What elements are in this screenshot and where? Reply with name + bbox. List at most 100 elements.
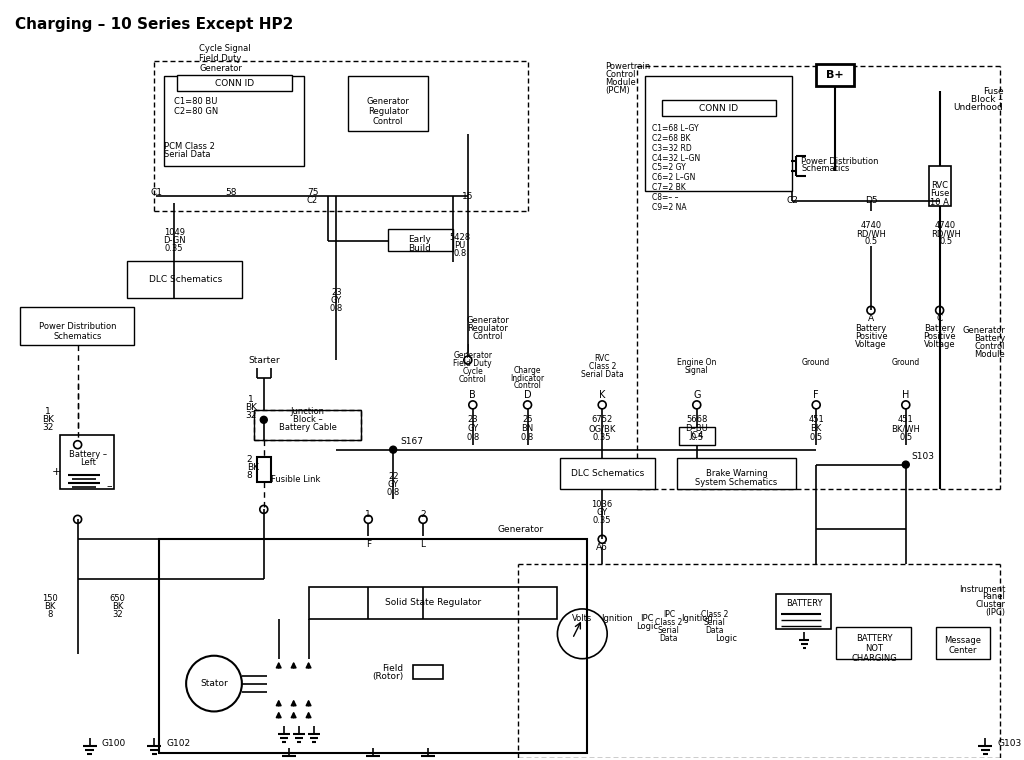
Text: Field: Field xyxy=(382,664,403,673)
Text: Control: Control xyxy=(459,375,486,384)
Text: B: B xyxy=(469,390,476,400)
Bar xyxy=(19,307,134,345)
Text: Charging – 10 Series Except HP2: Charging – 10 Series Except HP2 xyxy=(15,17,293,32)
Bar xyxy=(59,435,115,489)
Text: Voltage: Voltage xyxy=(855,340,887,349)
Text: Stator: Stator xyxy=(200,679,228,688)
Bar xyxy=(164,77,303,166)
Text: Battery –: Battery – xyxy=(69,450,106,459)
Text: 1049: 1049 xyxy=(164,228,184,237)
Text: F: F xyxy=(366,540,371,549)
Bar xyxy=(160,540,587,753)
Text: Regulator: Regulator xyxy=(467,324,508,333)
Text: 4740: 4740 xyxy=(935,221,956,230)
Text: H: H xyxy=(902,390,909,400)
Text: Fusible Link: Fusible Link xyxy=(270,475,321,484)
Text: C4=32 L–GN: C4=32 L–GN xyxy=(652,154,700,163)
Text: Control: Control xyxy=(373,117,403,125)
Text: Signal: Signal xyxy=(685,366,709,375)
Text: BK: BK xyxy=(245,404,257,413)
Text: GY: GY xyxy=(597,508,608,517)
Text: Generator: Generator xyxy=(466,315,509,325)
Text: Message: Message xyxy=(944,636,981,645)
Text: IPC: IPC xyxy=(663,610,675,619)
Text: Cluster: Cluster xyxy=(975,600,1006,610)
Text: D-GN: D-GN xyxy=(163,236,185,245)
Text: Fuse: Fuse xyxy=(930,189,949,198)
Bar xyxy=(837,627,910,659)
Text: Starter: Starter xyxy=(248,356,280,365)
Text: Voltage: Voltage xyxy=(924,340,955,349)
Bar xyxy=(127,261,242,299)
Text: Data: Data xyxy=(706,626,724,635)
Circle shape xyxy=(260,416,267,423)
Text: 1036: 1036 xyxy=(592,500,612,509)
Bar xyxy=(929,166,950,206)
Text: RVC: RVC xyxy=(595,353,610,363)
Text: D–BU: D–BU xyxy=(685,424,709,433)
Text: Block –: Block – xyxy=(293,415,323,424)
Text: G102: G102 xyxy=(166,739,190,748)
Text: G: G xyxy=(693,390,700,400)
Text: Module: Module xyxy=(605,78,636,87)
Text: BK: BK xyxy=(247,463,259,472)
Text: 0.5: 0.5 xyxy=(939,237,952,246)
Text: Generator: Generator xyxy=(199,64,242,73)
Text: 150: 150 xyxy=(42,594,57,603)
Text: +: + xyxy=(52,467,61,477)
Bar xyxy=(679,427,715,445)
Text: C7=2 BK: C7=2 BK xyxy=(652,183,686,192)
Text: S103: S103 xyxy=(911,452,935,461)
Text: Indicator: Indicator xyxy=(511,373,545,382)
Text: 1: 1 xyxy=(248,395,254,404)
Text: 2: 2 xyxy=(247,455,253,464)
Bar xyxy=(936,627,990,659)
Text: L: L xyxy=(421,540,426,549)
Text: JC4: JC4 xyxy=(689,431,705,440)
Text: GY: GY xyxy=(331,296,342,305)
Text: 1: 1 xyxy=(45,407,50,416)
Text: C: C xyxy=(937,314,943,323)
Text: Generator: Generator xyxy=(963,326,1006,334)
Text: C2=80 GN: C2=80 GN xyxy=(174,106,218,116)
Text: Schematics: Schematics xyxy=(53,331,101,340)
Text: Field Duty: Field Duty xyxy=(454,359,493,368)
Text: CHARGING: CHARGING xyxy=(851,654,897,663)
Text: CONN ID: CONN ID xyxy=(699,104,738,112)
Text: RD/WH: RD/WH xyxy=(931,230,961,238)
Text: Serial Data: Serial Data xyxy=(581,369,624,378)
Circle shape xyxy=(390,446,396,453)
Text: C2: C2 xyxy=(307,196,318,205)
Text: 8: 8 xyxy=(247,471,253,480)
Text: Control: Control xyxy=(975,342,1006,350)
Text: 25: 25 xyxy=(522,415,532,424)
Text: GY: GY xyxy=(388,480,398,489)
Text: Ignition: Ignition xyxy=(601,614,633,623)
Text: Center: Center xyxy=(948,646,977,655)
Text: Logic: Logic xyxy=(716,635,737,643)
Text: G100: G100 xyxy=(101,739,126,748)
Text: BATTERY: BATTERY xyxy=(856,635,892,643)
Text: Positive: Positive xyxy=(855,331,887,340)
Text: C2=68 BK: C2=68 BK xyxy=(652,134,690,143)
Text: CONN ID: CONN ID xyxy=(215,79,255,88)
Text: 75: 75 xyxy=(307,188,318,198)
Text: C8=– –: C8=– – xyxy=(652,193,679,202)
Text: Generator: Generator xyxy=(454,350,493,359)
Text: Data: Data xyxy=(659,635,678,643)
Text: 0.5: 0.5 xyxy=(690,433,703,442)
Text: Class 2: Class 2 xyxy=(655,619,683,627)
Text: B+: B+ xyxy=(826,71,844,81)
Text: Generator: Generator xyxy=(367,97,410,106)
Text: 58: 58 xyxy=(225,188,237,198)
Text: 0.5: 0.5 xyxy=(810,433,822,442)
Bar xyxy=(257,457,270,482)
Bar xyxy=(662,100,776,116)
Text: Class 2: Class 2 xyxy=(701,610,728,619)
Text: 451: 451 xyxy=(898,415,913,424)
Text: J: J xyxy=(467,344,469,353)
Text: Build: Build xyxy=(409,244,431,253)
Text: 32: 32 xyxy=(113,610,123,619)
Text: C6=2 L–GN: C6=2 L–GN xyxy=(652,173,695,182)
Text: 2: 2 xyxy=(420,510,426,519)
